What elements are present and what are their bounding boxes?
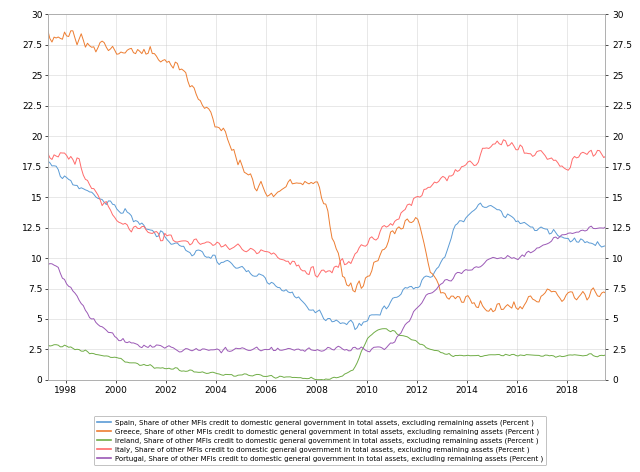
Legend: Spain, Share of other MFIs credit to domestic general government in total assets: Spain, Share of other MFIs credit to dom…: [93, 416, 547, 465]
